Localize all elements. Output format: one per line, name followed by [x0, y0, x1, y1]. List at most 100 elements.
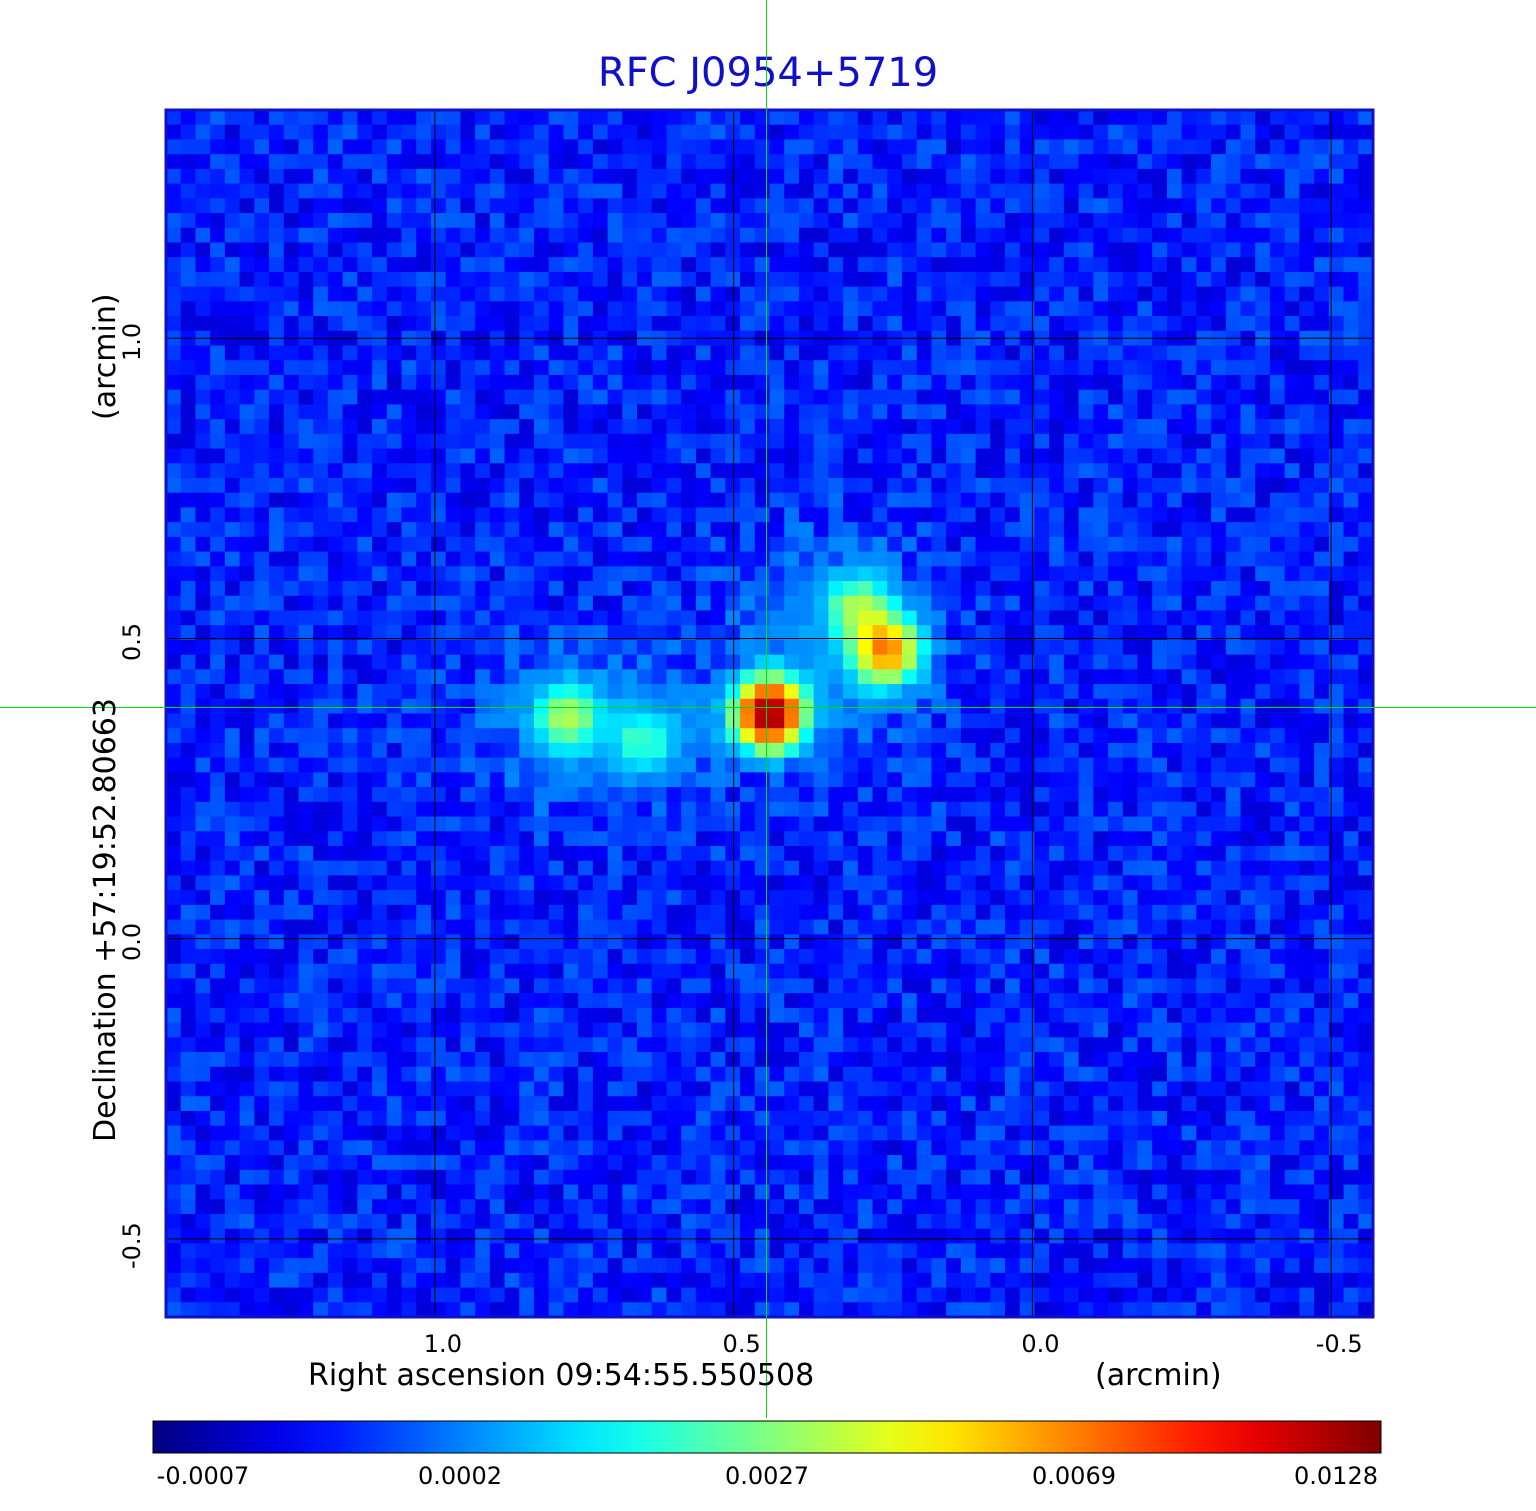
heat-cell [1269, 227, 1286, 244]
heat-cell [1240, 139, 1256, 155]
heat-cell [946, 919, 962, 935]
heat-cell [1255, 316, 1271, 332]
heat-cell [990, 934, 1006, 950]
heat-cell [1063, 477, 1080, 494]
heat-cell [710, 183, 726, 199]
heat-cell [578, 419, 594, 435]
heat-cell [651, 772, 668, 788]
heat-cell [754, 595, 771, 612]
heat-cell [1299, 698, 1315, 715]
heat-cell [887, 801, 903, 818]
heat-cell [1255, 301, 1271, 317]
heat-cell [224, 183, 241, 199]
heat-cell [916, 610, 933, 626]
heat-cell [1181, 772, 1197, 788]
heat-cell [166, 227, 182, 244]
heat-cell [1255, 404, 1271, 420]
heat-cell [1343, 742, 1359, 759]
heat-cell [313, 124, 329, 141]
heat-cell [637, 522, 653, 538]
heat-cell [622, 581, 638, 597]
heat-cell [224, 845, 241, 862]
heat-cell [887, 610, 903, 626]
heat-cell [769, 419, 785, 435]
heat-cell [386, 433, 403, 450]
heat-cell [180, 698, 197, 715]
heat-cell [1152, 183, 1168, 199]
heat-cell [1093, 213, 1109, 229]
heat-cell [1152, 168, 1168, 185]
heat-cell [386, 345, 403, 361]
heat-cell [1255, 154, 1271, 170]
heat-cell [1328, 463, 1345, 479]
heat-cell [1005, 890, 1021, 906]
heat-cell [931, 801, 947, 818]
heat-cell [1137, 904, 1153, 921]
heat-cell [1211, 904, 1227, 921]
heat-cell [489, 595, 506, 612]
heat-cell [386, 581, 403, 597]
heat-cell [843, 875, 859, 891]
heat-cell [622, 698, 638, 715]
heat-cell [283, 374, 300, 391]
heat-cell [931, 610, 947, 626]
heat-cell [1299, 522, 1315, 538]
heat-cell [916, 124, 933, 141]
heat-cell [1049, 360, 1065, 376]
heat-cell [695, 831, 712, 847]
heat-cell [195, 448, 211, 464]
heat-cell [1255, 227, 1271, 244]
heat-cell [1019, 404, 1036, 420]
heat-cell [637, 934, 653, 950]
heat-cell [357, 242, 373, 258]
heat-cell [504, 845, 520, 862]
heat-cell [592, 551, 609, 567]
heat-cell [224, 360, 241, 376]
heat-cell [401, 639, 417, 656]
heat-cell [872, 698, 888, 715]
heat-cell [1343, 919, 1359, 935]
heat-cell [887, 492, 903, 509]
heat-cell [1122, 934, 1139, 950]
heat-cell [1122, 345, 1139, 361]
heat-cell [1093, 168, 1109, 185]
heat-cell [1093, 904, 1109, 921]
heat-cell [327, 463, 344, 479]
heat-cell [504, 742, 520, 759]
heat-cell [872, 713, 888, 729]
heat-cell [1269, 404, 1286, 420]
heat-cell [283, 610, 300, 626]
heat-cell [1284, 595, 1300, 612]
heat-cell [1034, 890, 1050, 906]
heat-cell [637, 845, 653, 862]
heat-cell [342, 566, 358, 582]
heat-cell [857, 654, 874, 670]
heat-cell [754, 934, 771, 950]
heat-cell [740, 772, 756, 788]
heat-cell [313, 993, 329, 1009]
heat-cell [357, 404, 373, 420]
heat-cell [548, 463, 565, 479]
heat-cell [843, 404, 859, 420]
heat-cell [1093, 110, 1109, 126]
heat-cell [1019, 993, 1036, 1009]
heat-cell [1358, 551, 1374, 567]
heat-cell [681, 845, 697, 862]
heat-cell [445, 757, 461, 773]
heat-cell [327, 404, 344, 420]
heat-cell [1211, 433, 1227, 450]
heat-cell [489, 787, 506, 803]
heat-cell [254, 374, 270, 391]
heat-cell [769, 669, 785, 685]
heat-cell [372, 286, 388, 302]
heat-cell [372, 875, 388, 891]
heat-cell [548, 110, 565, 126]
heat-cell [1343, 492, 1359, 509]
heat-cell [1049, 875, 1065, 891]
heat-cell [798, 993, 815, 1009]
heat-cell [975, 154, 991, 170]
heat-cell [298, 816, 314, 832]
heat-cell [195, 213, 211, 229]
heat-cell [166, 698, 182, 715]
heat-cell [224, 316, 241, 332]
